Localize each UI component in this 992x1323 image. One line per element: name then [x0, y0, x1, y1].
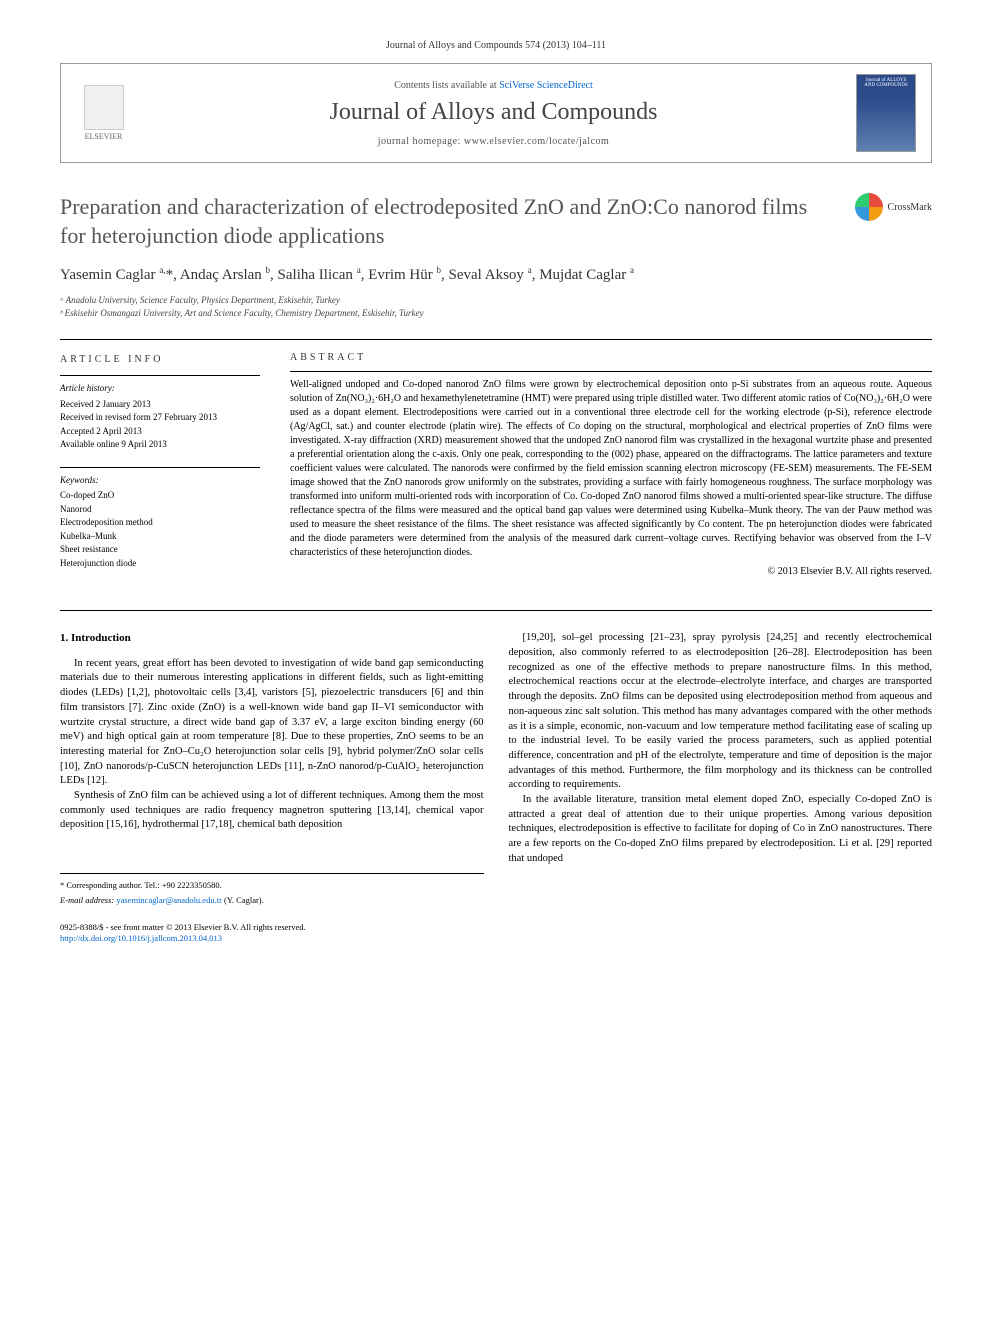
- keywords-heading: Keywords:: [60, 474, 260, 488]
- email-address[interactable]: yasemincaglar@anadolu.edu.tr: [116, 895, 222, 905]
- email-line: E-mail address: yasemincaglar@anadolu.ed…: [60, 895, 484, 907]
- affiliation-b: ᵇ Eskisehir Osmangazi University, Art an…: [60, 307, 932, 320]
- crossmark-badge[interactable]: CrossMark: [855, 193, 932, 221]
- info-abstract-row: ARTICLE INFO Article history: Received 2…: [60, 352, 932, 585]
- keyword-3: Electrodeposition method: [60, 516, 260, 530]
- journal-cover-thumbnail[interactable]: Journal of ALLOYS AND COMPOUNDS: [856, 74, 916, 152]
- elsevier-tree-icon: [84, 85, 124, 130]
- crossmark-label: CrossMark: [888, 202, 932, 213]
- body-column-left: 1. Introduction In recent years, great e…: [60, 631, 484, 906]
- separator-bottom: [60, 610, 932, 611]
- affiliation-a: ᵃ Anadolu University, Science Faculty, P…: [60, 294, 932, 307]
- abstract-column: ABSTRACT Well-aligned undoped and Co-dop…: [290, 352, 932, 585]
- abstract-text: Well-aligned undoped and Co-doped nanoro…: [290, 378, 932, 560]
- journal-name: Journal of Alloys and Compounds: [146, 99, 841, 126]
- history-heading: Article history:: [60, 382, 260, 396]
- contents-prefix: Contents lists available at: [394, 80, 499, 91]
- article-info-heading: ARTICLE INFO: [60, 352, 260, 367]
- email-suffix: (Y. Caglar).: [222, 895, 264, 905]
- corresponding-author-footer: * Corresponding author. Tel.: +90 222335…: [60, 873, 484, 907]
- abstract-separator: [290, 371, 932, 372]
- elsevier-logo[interactable]: ELSEVIER: [76, 81, 131, 146]
- contents-available-line: Contents lists available at SciVerse Sci…: [146, 80, 841, 91]
- journal-header: ELSEVIER Contents lists available at Sci…: [60, 63, 932, 163]
- article-title: Preparation and characterization of elec…: [60, 193, 835, 250]
- history-revised: Received in revised form 27 February 201…: [60, 411, 260, 425]
- keywords-block: Keywords: Co-doped ZnO Nanorod Electrode…: [60, 474, 260, 571]
- info-separator-2: [60, 467, 260, 468]
- sciverse-link[interactable]: SciVerse ScienceDirect: [499, 80, 593, 91]
- title-row: Preparation and characterization of elec…: [60, 193, 932, 250]
- intro-para-1: In recent years, great effort has been d…: [60, 657, 484, 789]
- body-column-right: [19,20], sol–gel processing [21–23], spr…: [509, 631, 933, 906]
- keyword-5: Sheet resistance: [60, 543, 260, 557]
- body-columns: 1. Introduction In recent years, great e…: [60, 631, 932, 906]
- homepage-prefix: journal homepage:: [378, 136, 464, 147]
- history-received: Received 2 January 2013: [60, 398, 260, 412]
- copyright-line: © 2013 Elsevier B.V. All rights reserved…: [290, 566, 932, 577]
- journal-citation: Journal of Alloys and Compounds 574 (201…: [60, 40, 932, 51]
- journal-header-center: Contents lists available at SciVerse Sci…: [146, 80, 841, 147]
- article-info-column: ARTICLE INFO Article history: Received 2…: [60, 352, 260, 585]
- keyword-2: Nanorod: [60, 503, 260, 517]
- page-wrapper: Journal of Alloys and Compounds 574 (201…: [0, 0, 992, 984]
- intro-para-3: [19,20], sol–gel processing [21–23], spr…: [509, 631, 933, 793]
- history-online: Available online 9 April 2013: [60, 438, 260, 452]
- crossmark-icon: [855, 193, 883, 221]
- history-accepted: Accepted 2 April 2013: [60, 425, 260, 439]
- elsevier-text: ELSEVIER: [85, 132, 123, 141]
- affiliations: ᵃ Anadolu University, Science Faculty, P…: [60, 294, 932, 319]
- keyword-1: Co-doped ZnO: [60, 489, 260, 503]
- issn-line: 0925-8388/$ - see front matter © 2013 El…: [60, 922, 932, 933]
- email-label: E-mail address:: [60, 895, 116, 905]
- page-footer: 0925-8388/$ - see front matter © 2013 El…: [60, 922, 932, 944]
- corresponding-line: * Corresponding author. Tel.: +90 222335…: [60, 880, 484, 892]
- article-history-block: Article history: Received 2 January 2013…: [60, 382, 260, 452]
- intro-para-2: Synthesis of ZnO film can be achieved us…: [60, 789, 484, 833]
- keyword-4: Kubelka–Munk: [60, 530, 260, 544]
- journal-homepage: journal homepage: www.elsevier.com/locat…: [146, 136, 841, 147]
- doi-link[interactable]: http://dx.doi.org/10.1016/j.jallcom.2013…: [60, 933, 932, 944]
- introduction-heading: 1. Introduction: [60, 631, 484, 646]
- separator-top: [60, 339, 932, 340]
- intro-para-4: In the available literature, transition …: [509, 793, 933, 866]
- info-separator-1: [60, 375, 260, 376]
- homepage-url[interactable]: www.elsevier.com/locate/jalcom: [464, 136, 609, 147]
- authors-line: Yasemin Caglar a,*, Andaç Arslan b, Sali…: [60, 265, 932, 284]
- keyword-6: Heterojunction diode: [60, 557, 260, 571]
- abstract-heading: ABSTRACT: [290, 352, 932, 363]
